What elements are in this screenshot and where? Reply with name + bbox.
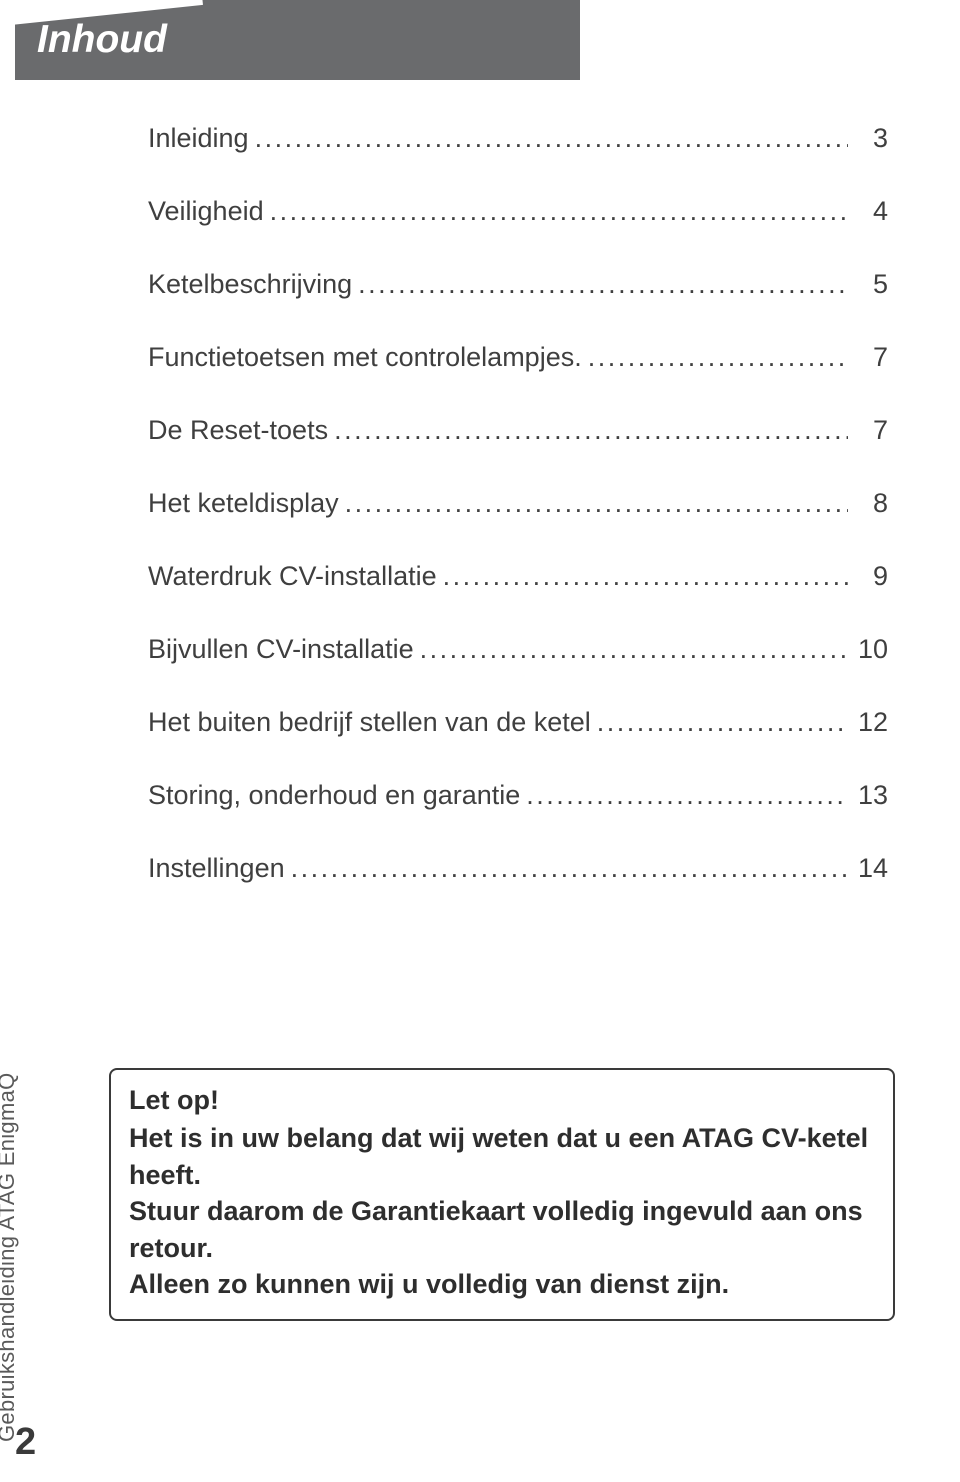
toc-leader-dots: [285, 853, 848, 884]
page-number: 2: [15, 1421, 36, 1464]
toc-leader-dots: [264, 196, 848, 227]
toc-page-number: 14: [848, 853, 888, 884]
notice-line: Het is in uw belang dat wij weten dat u …: [129, 1120, 875, 1193]
toc-page-number: 10: [848, 634, 888, 665]
toc-row: De Reset-toets 7: [148, 415, 888, 446]
toc-page-number: 9: [848, 561, 888, 592]
toc-label: Ketelbeschrijving: [148, 269, 352, 300]
toc-leader-dots: [328, 415, 848, 446]
toc-leader-dots: [352, 269, 848, 300]
toc-label: Waterdruk CV-installatie: [148, 561, 437, 592]
toc-row: Het keteldisplay 8: [148, 488, 888, 519]
toc-leader-dots: [414, 634, 848, 665]
toc-label: De Reset-toets: [148, 415, 328, 446]
toc-page-number: 4: [848, 196, 888, 227]
toc-page-number: 3: [848, 123, 888, 154]
toc-row: Veiligheid 4: [148, 196, 888, 227]
notice-line: Stuur daarom de Garantiekaart volledig i…: [129, 1193, 875, 1266]
section-title: Inhoud: [37, 18, 167, 62]
toc-label: Veiligheid: [148, 196, 264, 227]
toc-page-number: 13: [848, 780, 888, 811]
manual-page: Inhoud Inleiding 3 Veiligheid 4 Ketelbes…: [0, 0, 960, 1482]
toc-label: Instellingen: [148, 853, 285, 884]
table-of-contents: Inleiding 3 Veiligheid 4 Ketelbeschrijvi…: [148, 123, 888, 926]
notice-title: Let op!: [129, 1082, 875, 1118]
toc-row: Inleiding 3: [148, 123, 888, 154]
toc-row: Ketelbeschrijving 5: [148, 269, 888, 300]
toc-page-number: 7: [848, 342, 888, 373]
toc-label: Het buiten bedrijf stellen van de ketel: [148, 707, 591, 738]
toc-leader-dots: [582, 342, 848, 373]
toc-label: Het keteldisplay: [148, 488, 339, 519]
vertical-side-text: Gebruikshandleiding ATAG EnigmaQ: [0, 1072, 20, 1442]
toc-row: Storing, onderhoud en garantie 13: [148, 780, 888, 811]
toc-label: Functietoetsen met controlelampjes.: [148, 342, 582, 373]
toc-row: Bijvullen CV-installatie 10: [148, 634, 888, 665]
toc-page-number: 7: [848, 415, 888, 446]
toc-page-number: 12: [848, 707, 888, 738]
toc-leader-dots: [249, 123, 848, 154]
toc-row: Instellingen 14: [148, 853, 888, 884]
toc-page-number: 5: [848, 269, 888, 300]
toc-row: Het buiten bedrijf stellen van de ketel …: [148, 707, 888, 738]
toc-label: Storing, onderhoud en garantie: [148, 780, 520, 811]
toc-leader-dots: [591, 707, 848, 738]
toc-page-number: 8: [848, 488, 888, 519]
toc-row: Functietoetsen met controlelampjes. 7: [148, 342, 888, 373]
toc-label: Inleiding: [148, 123, 249, 154]
toc-label: Bijvullen CV-installatie: [148, 634, 414, 665]
section-header: Inhoud: [15, 0, 580, 80]
toc-leader-dots: [520, 780, 848, 811]
toc-leader-dots: [437, 561, 848, 592]
toc-row: Waterdruk CV-installatie 9: [148, 561, 888, 592]
notice-line: Alleen zo kunnen wij u volledig van dien…: [129, 1266, 875, 1302]
attention-notice: Let op! Het is in uw belang dat wij wete…: [109, 1068, 895, 1321]
toc-leader-dots: [339, 488, 848, 519]
